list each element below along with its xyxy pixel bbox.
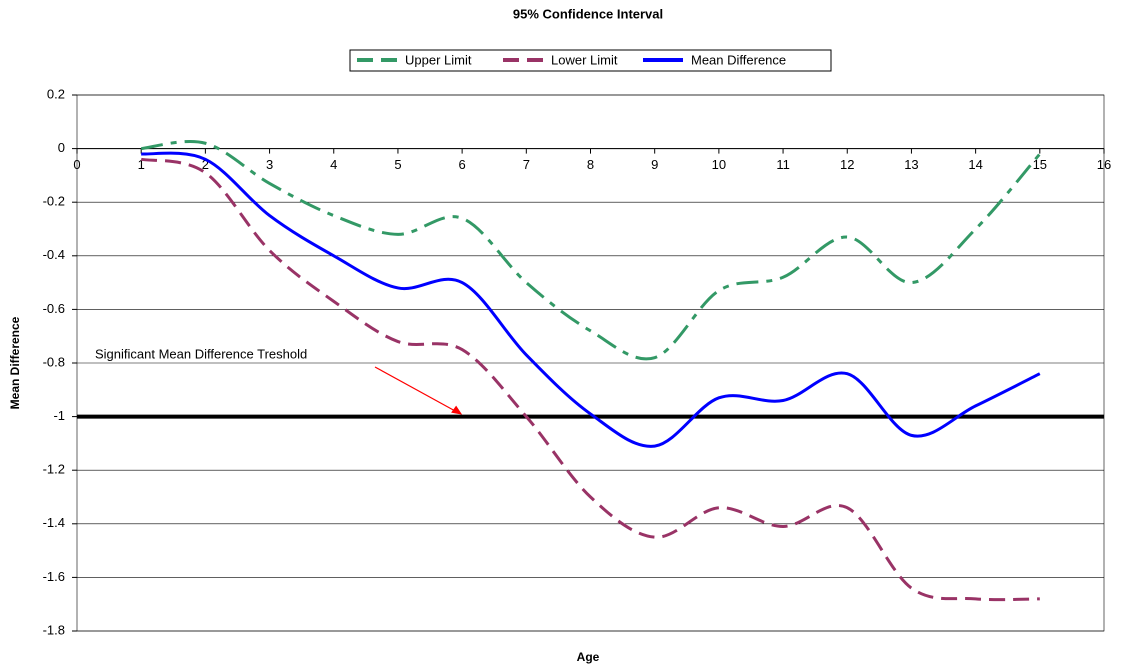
x-tick-label: 14 [968, 157, 982, 172]
x-tick-label: 5 [394, 157, 401, 172]
y-tick-label: -1 [53, 408, 65, 423]
x-tick-label: 6 [459, 157, 466, 172]
legend-label: Mean Difference [691, 52, 786, 67]
x-tick-label: 8 [587, 157, 594, 172]
x-tick-label: 11 [776, 157, 790, 172]
series-line [141, 139, 1041, 361]
y-tick-label: 0 [58, 140, 65, 155]
y-tick-label: -1.4 [43, 515, 65, 530]
x-tick-label: 1 [138, 157, 145, 172]
x-tick-label: 12 [840, 157, 854, 172]
legend-label: Lower Limit [551, 52, 618, 67]
y-tick-label: 0.2 [47, 86, 65, 101]
x-tick-label: 4 [330, 157, 337, 172]
x-tick-label: 10 [712, 157, 726, 172]
x-tick-label: 7 [523, 157, 530, 172]
annotation-arrowhead [451, 405, 463, 415]
chart-title: 95% Confidence Interval [513, 6, 663, 21]
series-line [140, 157, 1040, 602]
x-tick-label: 2 [202, 157, 209, 172]
annotation-arrow [374, 366, 459, 414]
y-tick-label: -0.4 [43, 247, 65, 262]
y-tick-label: -1.6 [43, 569, 65, 584]
series-line [141, 151, 1041, 448]
y-tick-label: -0.2 [43, 194, 65, 209]
x-tick-label: 3 [266, 157, 273, 172]
y-tick-label: -0.8 [43, 354, 65, 369]
y-axis-title: Mean Difference [8, 316, 22, 409]
x-tick-label: 9 [651, 157, 658, 172]
x-tick-label: 13 [904, 157, 918, 172]
x-tick-label: 0 [73, 157, 80, 172]
legend-label: Upper Limit [405, 52, 472, 67]
x-tick-label: 15 [1033, 157, 1047, 172]
y-tick-label: -1.2 [43, 462, 65, 477]
x-axis-title: Age [577, 650, 600, 664]
y-tick-label: -1.8 [43, 622, 65, 637]
legend-box [349, 49, 832, 72]
x-tick-label: 16 [1097, 157, 1111, 172]
annotation: Significant Mean Difference Treshold [95, 346, 307, 361]
y-tick-label: -0.6 [43, 301, 65, 316]
